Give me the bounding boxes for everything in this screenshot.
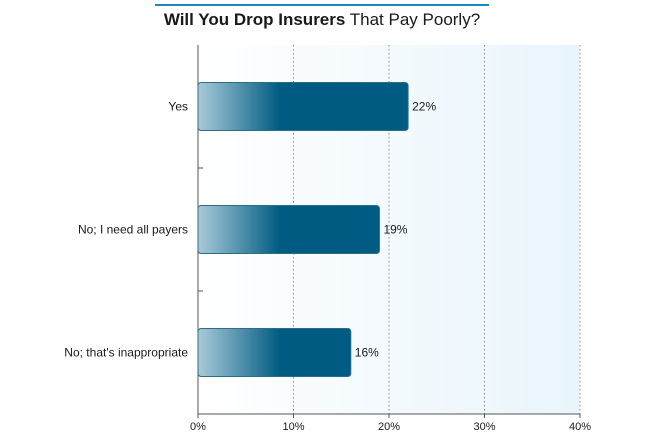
chart-title-bold: Will You Drop Insurers [163,10,346,29]
bar [197,205,380,254]
bars [197,82,409,377]
x-tick-label: 30% [473,421,495,433]
category-label: Yes [168,100,188,114]
category-label: No; that's inappropriate [64,346,188,360]
data-label: 22% [412,100,436,114]
bar [197,328,352,377]
x-tick-label: 40% [569,421,591,433]
x-tick-label: 10% [282,421,304,433]
x-tick-label: 20% [378,421,400,433]
category-label: No; I need all payers [78,223,188,237]
chart-title: Will You Drop Insurers That Pay Poorly? [155,10,489,30]
chart-title-block: Will You Drop Insurers That Pay Poorly? [155,4,489,30]
x-tick-label: 0% [190,421,206,433]
data-label: 19% [383,223,407,237]
bar [197,82,409,131]
labels: 0% 10% 20% 30% 40% Yes 22% No; I need all payer… [64,100,591,434]
data-label: 16% [355,346,379,360]
chart-title-regular: That Pay Poorly? [349,10,481,29]
